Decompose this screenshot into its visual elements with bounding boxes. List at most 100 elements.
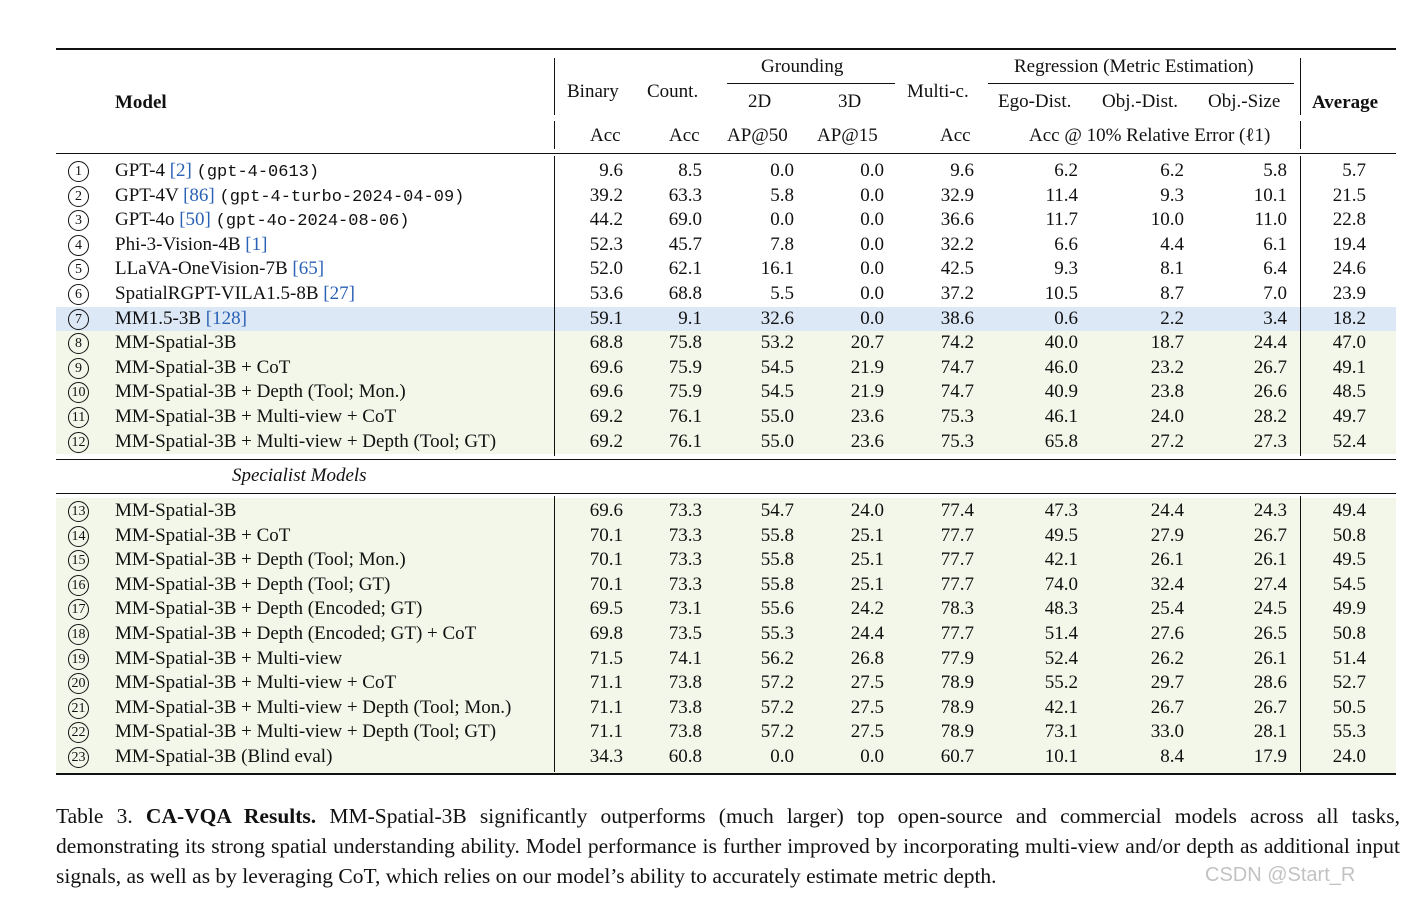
cell-ego-dist: 10.1 bbox=[1044, 746, 1078, 767]
cell-grounding-3d: 0.0 bbox=[860, 209, 884, 231]
cell-grounding-2d: 54.7 bbox=[760, 500, 794, 521]
model-name: MM-Spatial-3B + Depth (Encoded; GT) bbox=[115, 598, 422, 620]
model-citation: [86] bbox=[183, 184, 215, 206]
cell-binary: 44.2 bbox=[589, 209, 623, 231]
cell-multic: 38.6 bbox=[940, 307, 974, 329]
cell-obj-size: 17.9 bbox=[1253, 746, 1287, 767]
model-version-code: (gpt-4-0613) bbox=[196, 163, 320, 182]
cell-grounding-2d: 7.8 bbox=[770, 233, 794, 255]
cell-grounding-3d: 24.0 bbox=[850, 500, 884, 521]
model-name-text: MM-Spatial-3B + CoT bbox=[115, 356, 291, 378]
cell-ego-dist: 46.0 bbox=[1044, 356, 1078, 378]
cell-grounding-2d: 56.2 bbox=[760, 647, 794, 669]
cell-obj-size: 11.0 bbox=[1254, 209, 1287, 231]
cell-obj-dist: 24.0 bbox=[1150, 406, 1184, 427]
row-number-badge: 19 bbox=[68, 648, 89, 670]
cell-ego-dist: 6.2 bbox=[1054, 160, 1078, 181]
cell-binary: 71.1 bbox=[589, 672, 623, 694]
cell-average: 50.5 bbox=[1332, 696, 1366, 718]
row-number-badge: 13 bbox=[68, 501, 89, 522]
highlight-rows-8-12 bbox=[56, 331, 1396, 454]
vrule-left-header-bottom bbox=[554, 121, 555, 149]
header-average: Average bbox=[1312, 92, 1379, 113]
top-rule bbox=[56, 48, 1396, 50]
model-name: GPT-4 [2] (gpt-4-0613) bbox=[115, 160, 319, 182]
cell-obj-size: 26.7 bbox=[1253, 696, 1287, 718]
cell-count: 76.1 bbox=[668, 430, 702, 452]
model-version-code: (gpt-4-turbo-2024-04-09) bbox=[219, 187, 465, 207]
cell-obj-dist: 8.1 bbox=[1160, 258, 1184, 280]
cell-multic: 78.9 bbox=[940, 721, 974, 743]
header-binary: Binary bbox=[567, 81, 619, 102]
cell-ego-dist: 49.5 bbox=[1044, 524, 1078, 546]
model-name-text: SpatialRGPT-VILA1.5-8B bbox=[115, 283, 324, 304]
cell-grounding-2d: 55.8 bbox=[760, 549, 794, 571]
model-name-text: MM-Spatial-3B + Depth (Encoded; GT) + Co… bbox=[115, 623, 477, 644]
cell-grounding-2d: 57.2 bbox=[760, 696, 794, 718]
cell-binary: 70.1 bbox=[589, 549, 623, 571]
cell-binary: 70.1 bbox=[589, 573, 623, 595]
cell-multic: 9.6 bbox=[950, 160, 974, 181]
model-name-text: LLaVA-OneVision-7B bbox=[115, 258, 293, 280]
cell-ego-dist: 48.3 bbox=[1044, 598, 1078, 620]
model-name: MM-Spatial-3B + CoT bbox=[115, 357, 290, 379]
header-ego-dist: Ego-Dist. bbox=[998, 91, 1072, 112]
model-name-text: MM-Spatial-3B + Depth (Encoded; GT) bbox=[115, 598, 423, 620]
cell-count: 9.1 bbox=[678, 307, 702, 329]
cell-multic: 77.7 bbox=[940, 549, 974, 571]
cell-grounding-3d: 21.9 bbox=[850, 381, 884, 403]
cell-average: 23.9 bbox=[1332, 283, 1366, 304]
cell-grounding-3d: 25.1 bbox=[850, 549, 884, 571]
cell-grounding-3d: 24.4 bbox=[850, 623, 884, 644]
cell-obj-size: 24.5 bbox=[1253, 598, 1287, 620]
row-number-badge: 4 bbox=[68, 234, 89, 256]
row-number-badge: 23 bbox=[68, 747, 89, 768]
model-citation: [128] bbox=[205, 307, 247, 329]
cell-binary: 34.3 bbox=[589, 746, 623, 767]
cell-obj-dist: 2.2 bbox=[1160, 307, 1184, 329]
cell-obj-dist: 25.4 bbox=[1150, 598, 1184, 620]
cell-average: 19.4 bbox=[1332, 233, 1366, 255]
model-name-text: GPT-4 bbox=[115, 160, 170, 181]
cell-count: 73.5 bbox=[668, 623, 702, 644]
cell-obj-dist: 26.1 bbox=[1150, 549, 1184, 571]
grounding-underline bbox=[727, 83, 895, 84]
model-name-text: MM-Spatial-3B bbox=[115, 500, 237, 521]
cell-obj-dist: 23.2 bbox=[1150, 356, 1184, 378]
model-name: LLaVA-OneVision-7B [65] bbox=[115, 258, 324, 280]
cell-obj-size: 26.7 bbox=[1253, 356, 1287, 378]
model-version-code: (gpt-4o-2024-08-06) bbox=[215, 212, 410, 232]
section-rule-2 bbox=[56, 493, 1396, 494]
cell-ego-dist: 40.0 bbox=[1044, 332, 1078, 354]
cell-average: 51.4 bbox=[1332, 647, 1366, 669]
cell-multic: 74.7 bbox=[940, 381, 974, 403]
cell-grounding-2d: 32.6 bbox=[760, 307, 794, 329]
general-table-row bbox=[56, 330, 1396, 355]
model-citation: [27] bbox=[323, 283, 355, 304]
cell-ego-dist: 47.3 bbox=[1044, 500, 1078, 521]
model-name-text: MM-Spatial-3B + Multi-view + Depth (Tool… bbox=[115, 430, 497, 452]
cell-ego-dist: 42.1 bbox=[1044, 696, 1078, 718]
cell-multic: 78.3 bbox=[940, 598, 974, 620]
model-name-text: MM-Spatial-3B + CoT bbox=[115, 524, 291, 546]
cell-grounding-3d: 24.2 bbox=[850, 598, 884, 620]
model-name-text: MM-Spatial-3B + Multi-view + Depth (Tool… bbox=[115, 721, 497, 743]
vrule-left-body-top bbox=[554, 156, 555, 456]
cell-multic: 75.3 bbox=[940, 406, 974, 427]
model-name-text: MM-Spatial-3B + Multi-view bbox=[115, 647, 343, 669]
row-number-badge: 10 bbox=[68, 382, 89, 404]
cell-count: 76.1 bbox=[668, 406, 702, 427]
row-number-badge: 14 bbox=[68, 525, 89, 547]
cell-multic: 77.7 bbox=[940, 623, 974, 644]
cell-binary: 69.5 bbox=[589, 598, 623, 620]
general-table-row bbox=[56, 306, 1396, 331]
header-ap50: AP@50 bbox=[727, 125, 788, 146]
cell-binary: 52.3 bbox=[589, 233, 623, 255]
cell-average: 5.7 bbox=[1342, 160, 1366, 181]
cell-grounding-3d: 25.1 bbox=[850, 524, 884, 546]
cell-grounding-3d: 0.0 bbox=[860, 307, 884, 329]
cell-average: 55.3 bbox=[1332, 721, 1366, 743]
cell-count: 73.1 bbox=[668, 598, 702, 620]
header-acc-count: Acc bbox=[669, 125, 700, 146]
cell-count: 68.8 bbox=[668, 283, 702, 304]
